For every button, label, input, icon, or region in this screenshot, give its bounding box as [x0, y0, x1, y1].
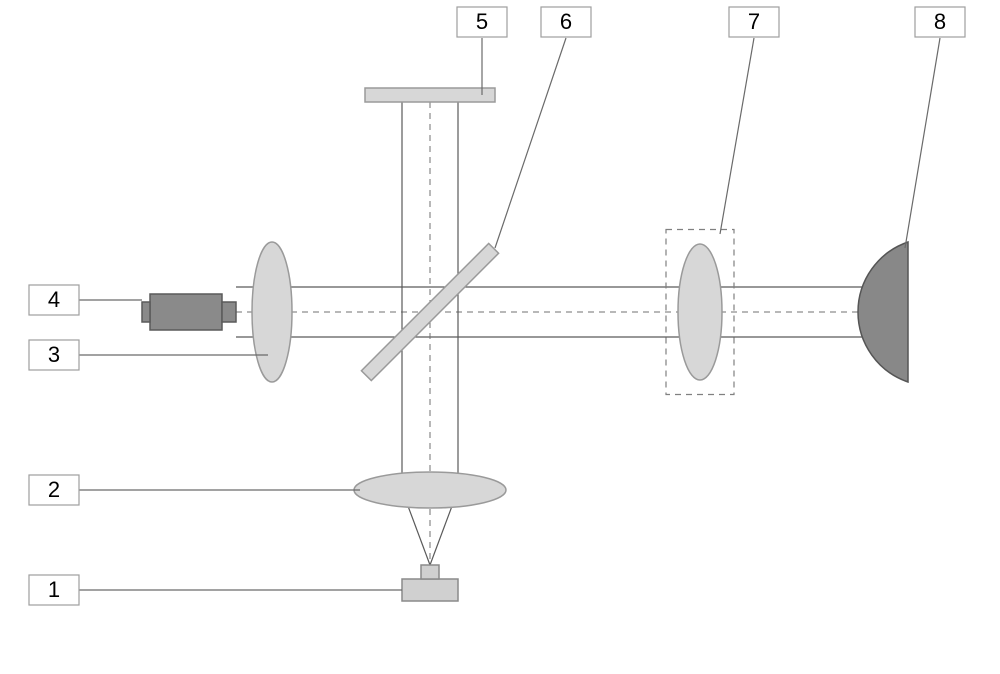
lens-7 [678, 244, 722, 380]
label-5: 5 [457, 7, 507, 37]
label-7-text: 7 [748, 9, 760, 34]
leader-7 [720, 38, 754, 234]
mirror-5 [365, 88, 495, 102]
label-1: 1 [29, 575, 79, 605]
label-8-text: 8 [934, 9, 946, 34]
label-8: 8 [915, 7, 965, 37]
label-1-text: 1 [48, 577, 60, 602]
detector-1 [402, 565, 458, 601]
light-source [142, 294, 236, 330]
label-5-text: 5 [476, 9, 488, 34]
label-3-text: 3 [48, 342, 60, 367]
label-4: 4 [29, 285, 79, 315]
label-2-text: 2 [48, 477, 60, 502]
leader-8 [905, 38, 940, 248]
label-6-text: 6 [560, 9, 572, 34]
lens-2 [354, 472, 506, 508]
label-6: 6 [541, 7, 591, 37]
label-3: 3 [29, 340, 79, 370]
lens-3 [252, 242, 292, 382]
leader-6 [495, 38, 566, 248]
target-8 [858, 242, 908, 382]
label-7: 7 [729, 7, 779, 37]
label-4-text: 4 [48, 287, 60, 312]
horizontal-rays [236, 287, 908, 337]
label-2: 2 [29, 475, 79, 505]
